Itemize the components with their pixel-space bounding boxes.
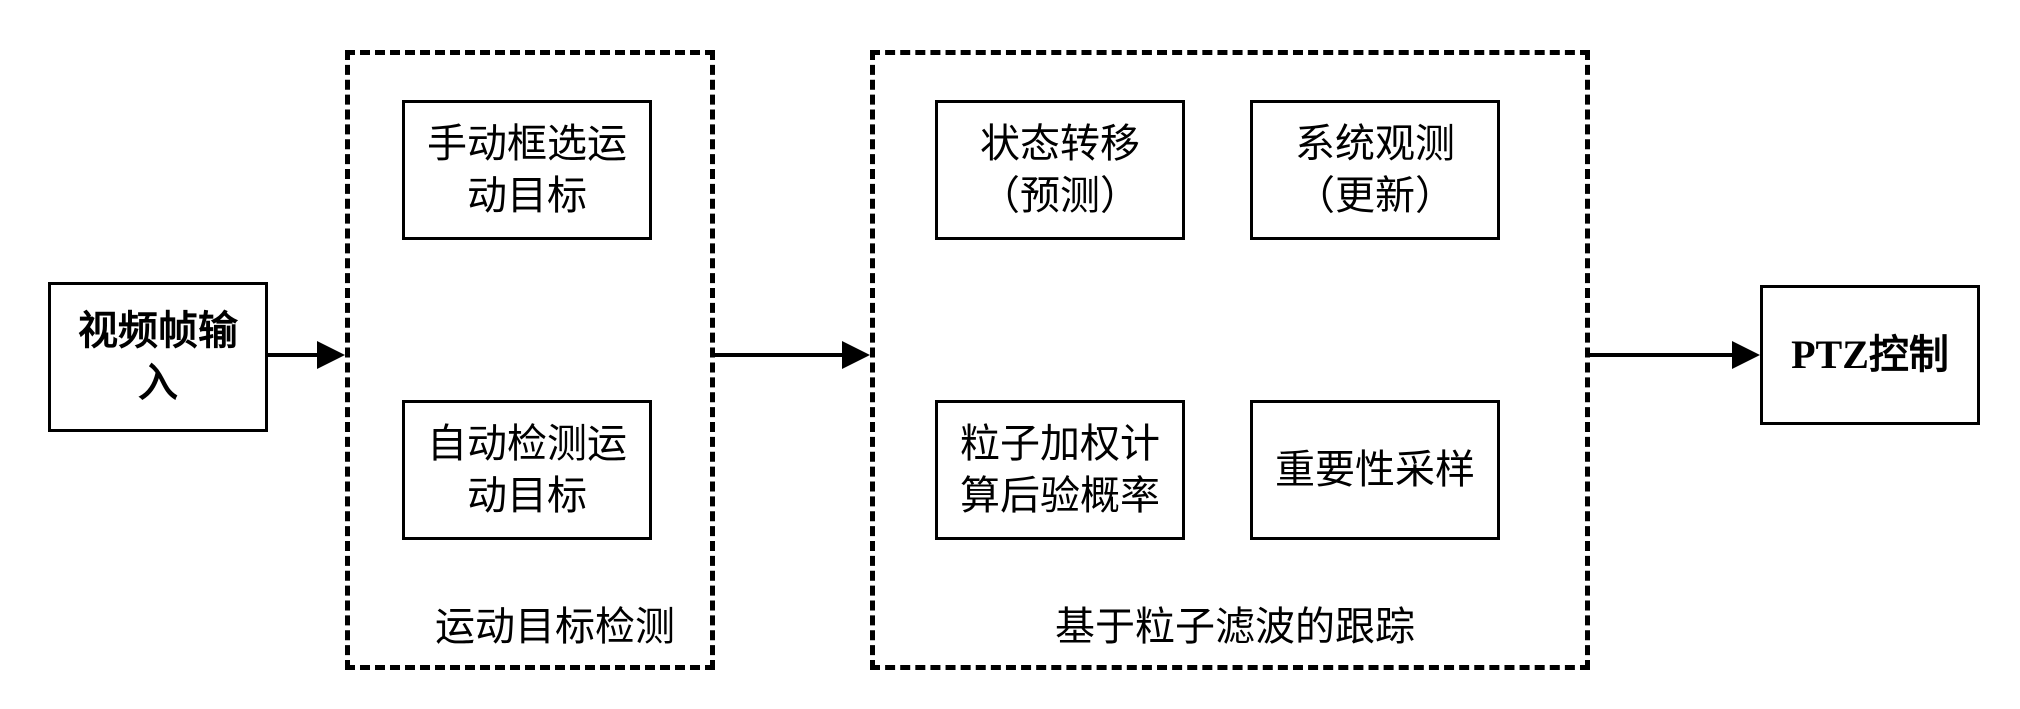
diagram-canvas: 视频帧输入 手动框选运动目标 自动检测运动目标 运动目标检测 状态转移（预测） … — [0, 0, 2020, 709]
manual-label: 手动框选运动目标 — [423, 118, 631, 222]
detection-caption: 运动目标检测 — [405, 588, 705, 658]
auto-label: 自动检测运动目标 — [423, 418, 631, 522]
observe-box: 系统观测（更新） — [1250, 100, 1500, 240]
ptz-label: PTZ控制 — [1791, 329, 1949, 381]
weight-label: 粒子加权计算后验概率 — [956, 418, 1164, 522]
sample-box: 重要性采样 — [1250, 400, 1500, 540]
ptz-box: PTZ控制 — [1760, 285, 1980, 425]
manual-box: 手动框选运动目标 — [402, 100, 652, 240]
input-label: 视频帧输入 — [69, 305, 247, 409]
state-box: 状态转移（预测） — [935, 100, 1185, 240]
weight-box: 粒子加权计算后验概率 — [935, 400, 1185, 540]
observe-label: 系统观测（更新） — [1271, 118, 1479, 222]
sample-label: 重要性采样 — [1275, 444, 1475, 496]
tracking-caption: 基于粒子滤波的跟踪 — [1025, 588, 1445, 658]
state-label: 状态转移（预测） — [956, 118, 1164, 222]
auto-box: 自动检测运动目标 — [402, 400, 652, 540]
input-box: 视频帧输入 — [48, 282, 268, 432]
